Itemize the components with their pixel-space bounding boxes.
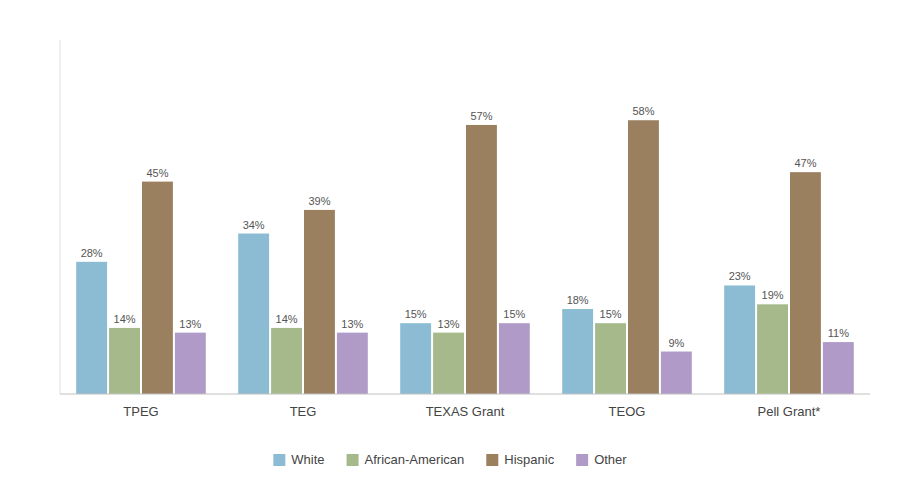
value-label: 13% [438,318,460,330]
bar [76,262,107,394]
bar [724,285,755,394]
legend-item: Hispanic [486,452,554,467]
value-label: 14% [114,313,136,325]
x-tick-label: TPEG [123,404,158,419]
value-label: 57% [470,110,492,122]
legend-label: White [291,452,324,467]
value-label: 13% [341,318,363,330]
value-label: 11% [828,327,849,339]
value-label: 13% [179,318,201,330]
legend: White African-American Hispanic Other [273,452,627,467]
legend-label: Hispanic [504,452,554,467]
legend-swatch [576,454,588,466]
bar [757,304,788,394]
chart: 28% 34% 15% 18% 23% 14% 14% 13% 15% 19% 45% 39% 57% 5… [0,0,900,504]
bar [823,342,854,394]
bars [76,120,854,394]
bar [499,323,530,394]
legend-swatch [486,454,498,466]
value-label: 15% [503,308,525,320]
value-label: 34% [243,219,265,231]
bar [595,323,626,394]
y-axis-line [60,40,61,394]
bar [433,333,464,394]
x-tick-label: TEOG [609,404,646,419]
legend-item: African-American [347,452,465,467]
value-label: 19% [762,289,784,301]
value-label: 47% [794,157,816,169]
bar [142,182,173,394]
bar [304,210,335,394]
x-tick-label: TEG [290,404,317,419]
x-tick-label: TEXAS Grant [426,404,505,419]
legend-label: Other [594,452,627,467]
bar [400,323,431,394]
chart-container: 28% 34% 15% 18% 23% 14% 14% 13% 15% 19% 45% 39% 57% 5… [0,0,900,504]
legend-swatch [347,454,359,466]
bar [109,328,140,394]
value-label: 28% [81,247,103,259]
bar [238,234,269,394]
x-tick-label: Pell Grant* [758,404,821,419]
value-labels: 28% 34% 15% 18% 23% 14% 14% 13% 15% 19% 45% 39% 57% 5… [81,105,850,348]
legend-item: White [273,452,324,467]
bar [271,328,302,394]
legend-label: African-American [365,452,465,467]
value-label: 18% [567,294,589,306]
value-label: 15% [600,308,622,320]
value-label: 14% [276,313,298,325]
bar [562,309,593,394]
value-label: 9% [668,337,684,349]
legend-item: Other [576,452,627,467]
value-label: 23% [729,270,751,282]
x-axis-line [60,394,870,395]
bar [337,333,368,394]
value-label: 45% [146,167,168,179]
bar [175,333,206,394]
value-label: 58% [632,105,654,117]
legend-swatch [273,454,285,466]
value-label: 15% [405,308,427,320]
value-label: 39% [308,195,330,207]
bar [628,120,659,394]
bar [661,352,692,394]
bar [790,172,821,394]
bar [466,125,497,394]
